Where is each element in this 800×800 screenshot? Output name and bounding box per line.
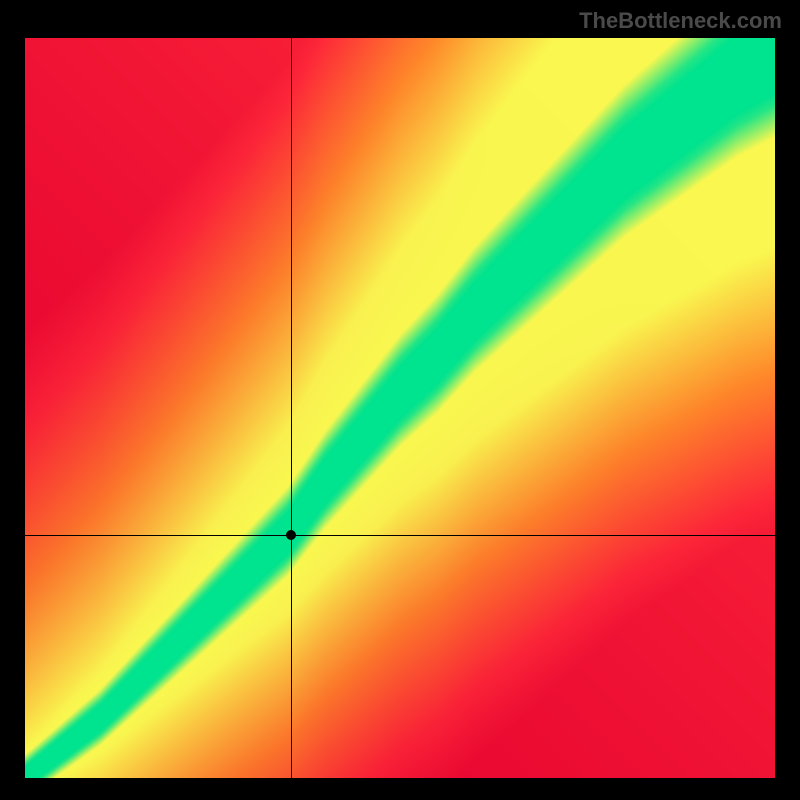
- watermark-text: TheBottleneck.com: [579, 8, 782, 34]
- root-container: TheBottleneck.com: [0, 0, 800, 800]
- crosshair-horizontal: [25, 535, 775, 536]
- marker-dot: [286, 530, 296, 540]
- heatmap-canvas: [25, 38, 775, 778]
- heatmap-plot: [25, 38, 775, 778]
- crosshair-vertical: [291, 38, 292, 778]
